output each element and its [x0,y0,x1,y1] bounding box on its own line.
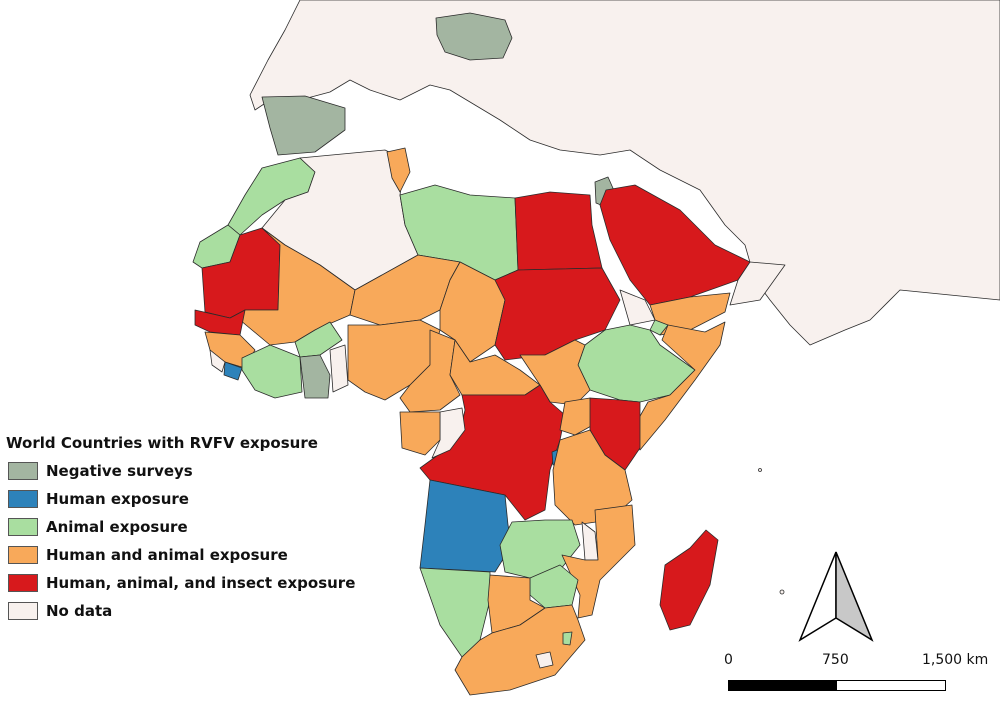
country-lesotho [535,651,554,669]
country-liberia [223,361,243,381]
country-malawi [581,521,599,561]
scale-tick-750: 750 [822,652,849,668]
legend-label: No data [46,602,113,620]
country-angola [419,479,513,573]
country-south-africa [454,604,586,696]
country-somalia [634,321,726,451]
country-saudi-arabia [599,184,751,306]
country-egypt [514,191,603,271]
country-eswatini [562,631,573,646]
legend-title: World Countries with RVFV exposure [6,434,318,452]
country-mozambique [561,504,636,619]
legend-item-human-animal-insect-exposure: Human, animal, and insect exposure [6,569,355,597]
country-oman [729,261,786,306]
legend-item-negative-surveys: Negative surveys [6,457,355,485]
country-ivory-coast [241,344,303,399]
legend-swatch [8,546,38,564]
country-madagascar [659,529,719,631]
legend-label: Human, animal, and insect exposure [46,574,356,592]
north-arrow-icon [798,551,874,642]
island-mauritius [779,589,785,595]
legend-swatch [8,518,38,536]
country-djibouti [649,319,669,336]
scale-bar-black-segment [728,680,837,691]
legend-item-human-exposure: Human exposure [6,485,355,513]
legend-item-no-data: No data [6,597,355,625]
legend-item-human-and-animal-exposure: Human and animal exposure [6,541,355,569]
country-poland [435,12,513,61]
country-tunisia [386,147,411,193]
legend-label: Human and animal exposure [46,546,288,564]
legend: World Countries with RVFV exposure Negat… [6,434,355,625]
legend-label: Animal exposure [46,518,188,536]
legend-swatch [8,574,38,592]
country-togo-benin [329,344,349,393]
scale-bar: 0 750 1,500 km [724,652,1000,692]
country-ghana [299,354,331,399]
legend-swatch [8,490,38,508]
scale-tick-0: 0 [724,652,733,668]
country-uganda [559,397,594,436]
country-spain [261,95,346,156]
legend-item-animal-exposure: Animal exposure [6,513,355,541]
country-sierra-leone [209,349,226,373]
legend-label: Negative surveys [46,462,193,480]
scale-tick-1500: 1,500 km [922,652,989,668]
island-seychelles [758,468,762,472]
scale-bar-white-segment [836,680,946,691]
legend-label: Human exposure [46,490,189,508]
legend-swatch [8,602,38,620]
country-gabon [399,411,441,456]
legend-swatch [8,462,38,480]
